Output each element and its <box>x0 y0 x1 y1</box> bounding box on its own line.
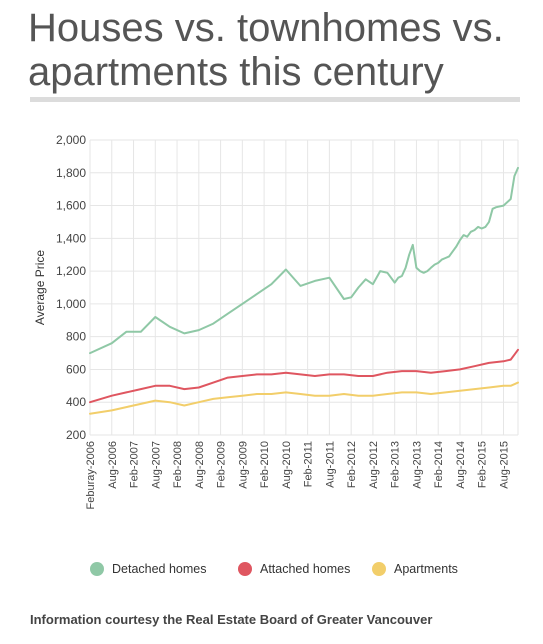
y-tick-label: 1,200 <box>56 264 86 278</box>
x-tick-label: Aug-2008 <box>194 441 206 489</box>
legend-label-detached: Detached homes <box>112 562 207 576</box>
legend-label-apartments: Apartments <box>394 562 458 576</box>
y-tick-label: 1,400 <box>56 231 86 245</box>
x-tick-label: Feb-2009 <box>216 441 228 488</box>
legend-label-attached: Attached homes <box>260 562 351 576</box>
legend-swatch-apartments <box>372 562 386 576</box>
line-chart: 200 400 600 800 1,000 1,200 1,400 1,600 1,800 2,0… <box>33 133 519 510</box>
x-tick-label: Feb-2008 <box>172 441 184 488</box>
y-tick-label: 1,800 <box>56 166 86 180</box>
chart-title: Houses vs. townhomes vs. apartments this… <box>28 6 504 94</box>
x-tick-label: Feburay-2006 <box>85 441 97 510</box>
title-divider <box>30 97 520 102</box>
x-tick-label: Aug-2015 <box>498 441 510 489</box>
x-tick-label: Aug-2010 <box>281 441 293 489</box>
x-tick-label: Aug-2013 <box>411 441 423 489</box>
x-tick-label: Feb-2013 <box>390 441 402 488</box>
series-line-detached <box>89 166 519 355</box>
y-tick-label: 400 <box>66 395 86 409</box>
x-tick-label: Feb-2015 <box>477 441 489 488</box>
x-tick-label: Feb-2010 <box>259 441 271 488</box>
y-tick-label: 600 <box>66 362 86 376</box>
x-tick-label: Aug-2006 <box>107 441 119 489</box>
source-note: Information courtesy the Real Estate Boa… <box>30 612 433 627</box>
series-line-apartments <box>89 381 519 415</box>
series-line-attached <box>89 348 519 404</box>
x-tick-label: Feb-2007 <box>129 441 141 488</box>
legend-swatch-attached <box>238 562 252 576</box>
y-axis-title: Average Price <box>33 250 47 325</box>
x-tick-label: Feb-2012 <box>346 441 358 488</box>
x-tick-label: Feb-2011 <box>303 441 315 487</box>
x-tick-label: Aug-2012 <box>368 441 380 489</box>
legend-swatch-detached <box>90 562 104 576</box>
y-tick-label: 1,000 <box>56 297 86 311</box>
y-tick-label: 2,000 <box>56 133 86 147</box>
x-tick-label: Aug-2009 <box>237 441 249 489</box>
x-tick-label: Aug-2007 <box>150 441 162 489</box>
y-tick-label: 1,600 <box>56 199 86 213</box>
y-tick-label: 800 <box>66 330 86 344</box>
x-tick-label: Aug-2014 <box>455 441 467 489</box>
x-tick-label: Feb-2014 <box>433 441 445 488</box>
x-tick-label: Aug-2011 <box>324 441 336 488</box>
y-tick-label: 200 <box>66 428 86 442</box>
